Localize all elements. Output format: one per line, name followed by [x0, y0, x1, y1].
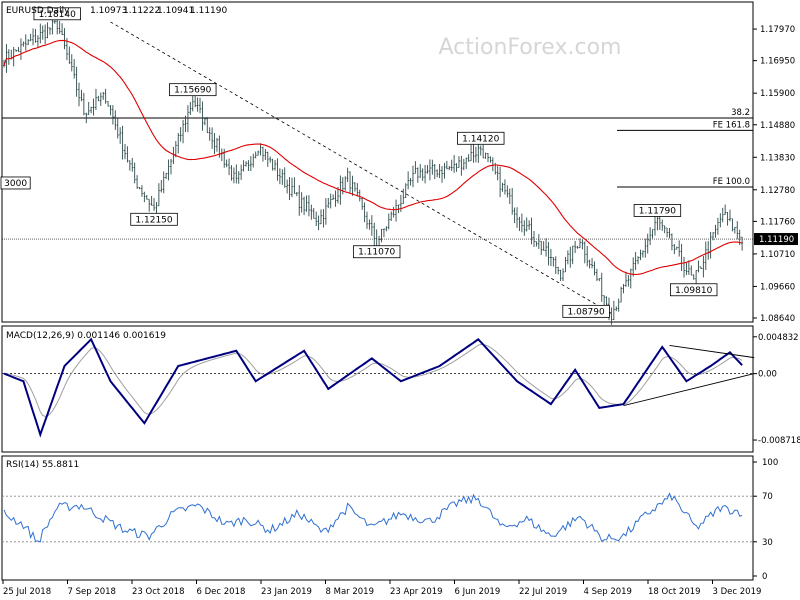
- price-label-box: [457, 131, 505, 145]
- price-label-box: [169, 83, 217, 97]
- price-label: 1.11790: [639, 206, 676, 216]
- axis-layer: 1.17970 1.16950 1.15900 1.14880 1.13830 1.127…: [2, 25, 798, 597]
- watermark: ActionForex.com: [439, 35, 622, 60]
- price-tick-label: 1.17970: [760, 25, 795, 35]
- date-tick-label: 23 Jan 2019: [261, 587, 312, 597]
- fib-level-label: 38.2: [731, 108, 750, 118]
- macd-tick-label: 0.004832: [758, 333, 799, 343]
- open-readout: 1.10973: [90, 6, 127, 16]
- price-label-box: [130, 212, 178, 226]
- date-tick-label: 25 Jul 2018: [3, 587, 51, 597]
- price-tick-label: 1.13830: [760, 153, 795, 163]
- price-label: 1.11070: [358, 248, 395, 258]
- rsi-title: RSI(14) 55.8811: [6, 460, 79, 470]
- date-tick-label: 6 Dec 2018: [197, 587, 246, 597]
- price-tick-label: 1.14880: [760, 121, 795, 131]
- macd-panel: [1, 325, 754, 453]
- price-tick-label: 1.08640: [760, 314, 795, 324]
- date-tick-label: 8 Mar 2019: [326, 587, 374, 597]
- price-label-box: [562, 304, 610, 318]
- macd-layer: 0.004832 0.00 -0.008718: [2, 333, 800, 446]
- current-price-label: 1.11190: [759, 235, 794, 245]
- moving-average-line: [3, 39, 743, 275]
- price-layer: 38.2 FE 161.8 FE 100.0 1.18140 1.15690 1.1215…: [0, 7, 753, 325]
- macd-line: [3, 337, 743, 438]
- price-panel: [1, 1, 754, 323]
- price-label-box: [33, 7, 81, 21]
- price-tick-label: 1.09660: [760, 282, 795, 292]
- rsi-layer: 100 70 30 0: [2, 458, 778, 582]
- price-label-box: [0, 176, 31, 190]
- high-readout: 1.11222: [123, 6, 160, 16]
- price-label: 3000: [4, 179, 27, 189]
- price-label: 1.15690: [174, 86, 211, 96]
- rsi-line: [3, 492, 743, 543]
- fib-level-label: FE 100.0: [713, 177, 750, 187]
- price-label-box: [670, 283, 718, 297]
- rsi-panel: [1, 455, 754, 581]
- price-label: 1.08790: [568, 307, 605, 317]
- price-label: 1.12150: [135, 215, 172, 225]
- price-title: EURUSD,Daily: [6, 6, 70, 16]
- macd-tick-label: -0.008718: [758, 436, 800, 446]
- price-header: EURUSD,Daily 1.10973 1.11222 1.10941 1.1…: [6, 6, 227, 16]
- date-tick-label: 23 Apr 2019: [390, 587, 443, 597]
- date-tick-label: 3 Dec 2019: [713, 587, 762, 597]
- low-readout: 1.10941: [157, 6, 194, 16]
- price-tick-label: 1.10710: [760, 250, 795, 260]
- current-price-box: [754, 233, 798, 246]
- price-label-box: [352, 245, 401, 259]
- fib-level-label: FE 161.8: [713, 120, 750, 130]
- date-tick-label: 4 Sep 2019: [584, 587, 632, 597]
- date-tick-label: 23 Oct 2018: [132, 587, 185, 597]
- date-tick-label: 7 Sep 2018: [68, 587, 116, 597]
- macd-tick-label: 0.00: [758, 370, 777, 380]
- date-tick-label: 22 Jul 2019: [519, 587, 567, 597]
- price-tick-label: 1.11760: [760, 217, 795, 227]
- close-readout: 1.11190: [190, 6, 227, 16]
- price-tick-label: 1.12780: [760, 186, 795, 196]
- macd-title: MACD(12,26,9) 0.001146 0.001619: [6, 331, 166, 341]
- price-tick-label: 1.16950: [760, 57, 795, 67]
- price-label: 1.18140: [39, 10, 76, 20]
- rsi-tick-label: 100: [762, 458, 778, 468]
- price-label: 1.09810: [675, 286, 712, 296]
- trend-line: [110, 21, 612, 314]
- date-tick-label: 6 Jun 2019: [455, 587, 501, 597]
- price-label: 1.14120: [462, 134, 499, 144]
- macd-triangle-line: [623, 373, 755, 407]
- rsi-tick-label: 30: [762, 538, 773, 548]
- rsi-tick-label: 0: [762, 572, 767, 582]
- date-tick-label: 18 Oct 2019: [648, 587, 701, 597]
- price-tick-label: 1.15900: [760, 89, 795, 99]
- rsi-tick-label: 70: [762, 492, 773, 502]
- price-label-box: [633, 204, 682, 217]
- macd-triangle-line: [669, 344, 755, 359]
